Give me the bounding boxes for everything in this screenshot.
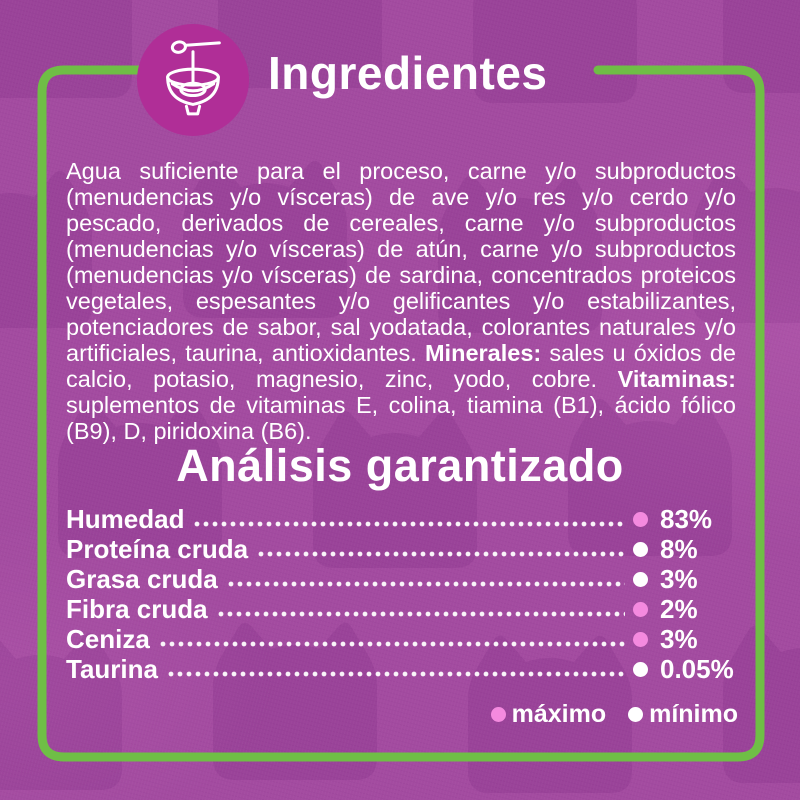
maximo-dot-icon [633,511,648,527]
legend-item-maximo: máximo [490,700,607,729]
dotted-leader [159,641,625,647]
row-value: 3% [660,623,698,654]
dotted-leader [194,521,625,527]
dotted-leader [167,671,625,677]
row-label: Fibra cruda [66,594,208,624]
ingredient-text-segment: Agua suficiente para el proceso, carne y… [66,158,736,366]
legend-label: mínimo [649,700,738,728]
table-row: Grasa cruda 3% [66,563,744,595]
table-row: Ceniza 3% [66,623,744,655]
analysis-legend: máximo mínimo [490,700,738,729]
section-title-ingredientes: Ingredientes [268,47,548,99]
table-row: Proteína cruda 8% [66,533,744,565]
table-row: Fibra cruda 2% [66,593,744,625]
dotted-leader [217,611,625,617]
dotted-leader [227,581,625,587]
ingredient-text-segment: suplementos de vitaminas E, colina, tiam… [66,392,736,444]
row-value: 0.05% [660,653,734,684]
row-value: 3% [660,563,698,594]
maximo-dot-icon [633,601,648,617]
row-label: Ceniza [66,624,150,654]
legend-item-minimo: mínimo [628,700,738,729]
row-label: Proteína cruda [66,534,249,564]
bowl-spoon-icon [166,40,221,116]
analysis-table: Humedad 83% Proteína cruda 8% Grasa cruda 3% F… [66,503,744,685]
dotted-leader [258,551,625,557]
table-row: Humedad 83% [66,503,744,535]
section-title-analisis: Análisis garantizado [176,440,624,491]
row-value: 83% [660,503,713,534]
row-label: Taurina [66,654,158,684]
minimo-dot-icon [633,571,648,587]
ingredients-icon-badge [137,24,249,136]
ingredient-term-bold: Minerales: [424,340,542,366]
green-frame-path [37,65,765,762]
minimo-dot-icon [633,661,648,677]
ingredients-text: Agua suficiente para el proceso, carne y… [66,158,736,444]
ingredient-term-bold: Vitaminas: [617,366,736,392]
maximo-dot-icon [633,631,648,647]
row-label: Humedad [66,504,185,534]
row-value: 8% [660,533,698,564]
ingredient-text-segment: sales u óxidos de calcio, potasio, magne… [66,340,736,392]
maximo-dot-icon [490,707,506,722]
legend-label: máximo [511,700,607,728]
row-value: 2% [660,593,698,624]
row-label: Grasa cruda [66,564,218,594]
minimo-dot-icon [633,541,648,557]
minimo-dot-icon [628,707,644,722]
table-row: Taurina 0.05% [66,653,744,685]
